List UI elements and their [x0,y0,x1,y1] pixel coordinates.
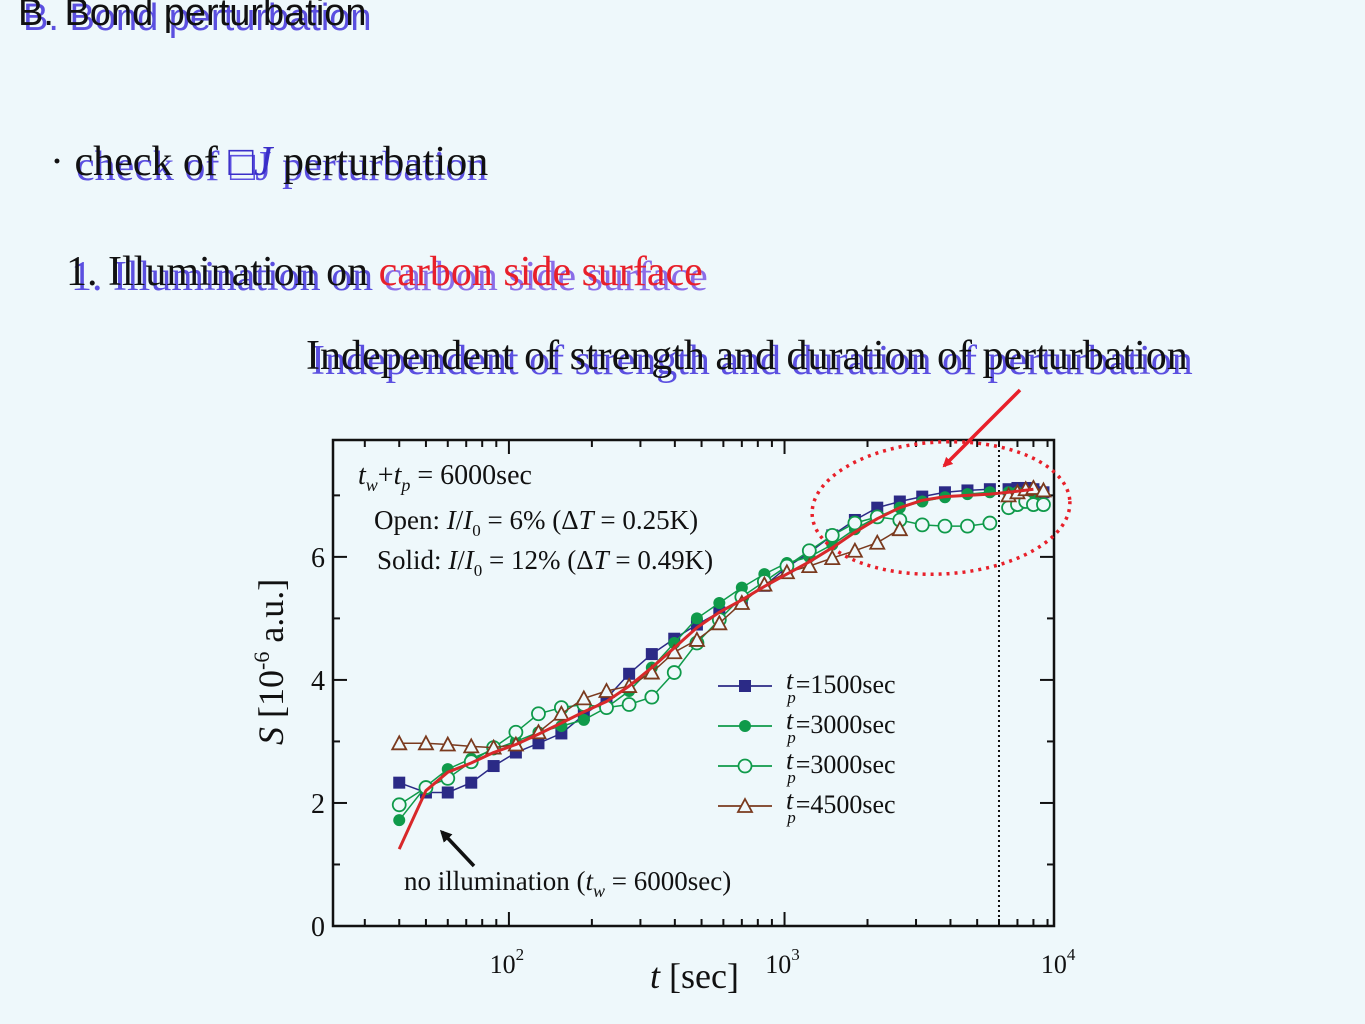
data-point [868,533,886,550]
data-point [690,612,703,625]
data-point [462,737,480,754]
data-point [575,689,593,706]
data-point [577,713,590,726]
step-label: 1. Illumination on [66,249,379,295]
x-tick-label: 102 [490,945,525,979]
data-point [532,737,545,750]
data-point [801,543,817,559]
bullet-pre: check of [74,139,229,185]
data-point [960,518,975,534]
data-point [391,797,407,813]
plot-frame [331,438,1056,928]
legend-label: t p=1500sec [786,666,896,707]
series-group [390,479,1052,850]
y-tick-label: 0 [311,912,325,943]
data-point [666,665,682,680]
data-point [465,776,478,789]
y-tick-label: 2 [311,789,325,820]
data-point [441,786,454,799]
legend-marker [739,720,751,732]
data-point [623,667,636,680]
claim-text: Independent of strength and duration of … [306,333,1193,384]
axis-ticks [333,440,1054,927]
data-point [439,735,457,752]
step-highlight: carbon side surface [378,249,703,295]
red-arrow [942,388,1022,468]
data-point [713,597,726,610]
data-point [393,776,406,789]
annotation-no-illumination: no illumination (tw = 6000sec) [404,866,731,901]
legend-marker [737,758,753,774]
y-tick-label: 6 [311,543,325,574]
black-arrow [439,829,476,868]
no-illumination-curve [397,487,1034,850]
step-one: 1. Illumination on carbon side surface 1… [66,249,708,300]
data-point [621,697,637,712]
data-point [710,614,728,631]
x-axis-label: t [sec] [650,956,739,996]
data-point [531,706,546,722]
data-point [688,631,706,647]
series-1 [393,486,1050,827]
x-tick-label: 104 [1041,945,1076,979]
bullet-dot: · [50,139,64,185]
data-point [645,648,658,661]
data-point-post [1036,497,1051,512]
data-point [891,520,909,537]
annotation-tw-tp: tw+tp = 6000sec [358,460,532,495]
data-point [937,518,953,534]
slide-title: B. Bond perturbation B. Bond perturbatio… [18,0,372,39]
y-tick-label: 4 [311,666,325,697]
bullet-check: check of □J perturbation · check of □J p… [50,139,489,190]
data-point [847,515,863,531]
tick-labels: 0 2 4 6 102 103 104 [311,543,1076,979]
data-point [823,549,841,566]
legend-label: t p=3000sec [786,706,896,747]
data-point [487,760,500,773]
bullet-post: perturbation [272,139,489,185]
data-point [393,814,406,827]
legend-label: t p=4500sec [786,786,896,827]
data-point [824,527,840,543]
data-point [552,704,570,721]
legend-label: t p=3000sec [786,746,896,787]
data-point [390,734,408,751]
x-tick-label: 103 [765,945,800,979]
highlight-ellipse [810,439,1072,577]
data-point [846,541,864,558]
y-axis-label: S [10-6 a.u.] [249,579,291,745]
data-point [598,682,616,698]
legend-marker [736,797,754,813]
annotation-open: Open: I/I0 = 6% (ΔT = 0.25K) [374,505,698,540]
data-point [644,689,660,705]
data-point-post [1034,481,1052,498]
delta-j-symbol: □J [228,139,273,185]
data-point [914,517,930,533]
data-point [800,557,818,574]
data-point [417,734,435,751]
annotation-solid: Solid: I/I0 = 12% (ΔT = 0.49K) [377,545,713,580]
data-point [982,515,998,531]
legend-marker [739,680,751,692]
